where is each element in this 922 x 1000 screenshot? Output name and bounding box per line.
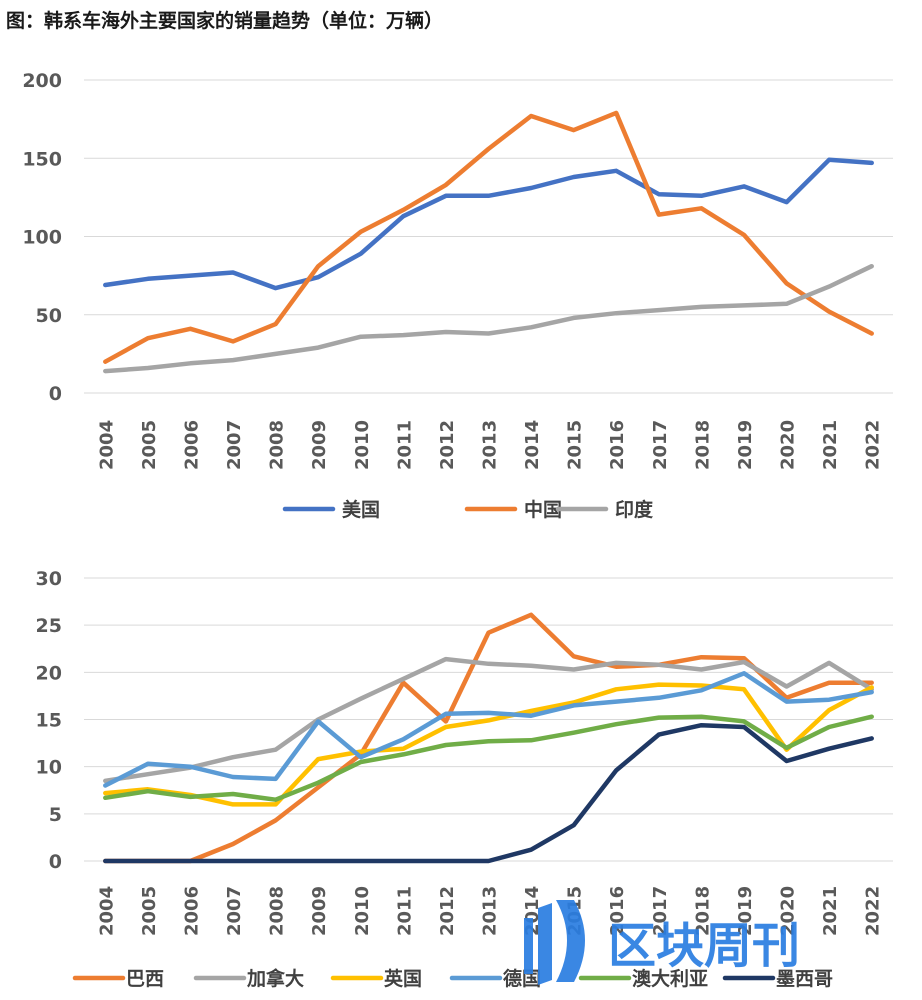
legend-label: 美国 [342, 498, 380, 521]
legend-label: 墨西哥 [776, 968, 833, 990]
x-tick-label: 2007 [224, 886, 245, 936]
x-tick-label: 2019 [735, 886, 756, 936]
x-tick-label: 2020 [778, 886, 799, 936]
legend-label: 英国 [384, 967, 422, 990]
series-line-3 [103, 671, 874, 788]
x-tick-label: 2016 [607, 420, 628, 470]
y-tick-label: 20 [36, 662, 62, 684]
series-line-2 [103, 682, 874, 807]
y-tick-label: 50 [36, 305, 62, 327]
y-tick-label: 100 [22, 227, 62, 249]
series-line-0 [103, 157, 874, 291]
legend-item: 加拿大 [193, 967, 304, 990]
x-tick-label: 2013 [480, 886, 501, 936]
x-tick-label: 2009 [309, 420, 330, 470]
legend-label: 加拿大 [246, 967, 304, 990]
x-tick-label: 2008 [267, 886, 288, 936]
series-line-1 [103, 656, 874, 784]
y-tick-label: 0 [49, 851, 62, 873]
y-tick-label: 5 [49, 804, 62, 826]
legend-label: 印度 [615, 498, 654, 521]
x-tick-label: 2014 [522, 420, 543, 470]
legend-label: 澳大利亚 [632, 967, 708, 990]
legend-item: 美国 [282, 498, 380, 521]
x-tick-label: 2016 [607, 886, 628, 936]
series-line-0 [103, 612, 874, 864]
x-tick-label: 2007 [224, 420, 245, 470]
watermark-logo-icon [524, 900, 585, 985]
y-tick-label: 30 [36, 568, 62, 590]
legend-label: 中国 [524, 498, 562, 521]
legend-item: 巴西 [72, 968, 164, 990]
y-tick-label: 15 [36, 710, 62, 732]
legend-item: 墨西哥 [722, 968, 833, 990]
legend-label: 巴西 [126, 968, 164, 990]
x-tick-label: 2022 [863, 420, 884, 470]
chart-top-global-sales: 0 50 100 150 200 2004 2005 2006 2007 2008 2009 2010… [22, 70, 893, 521]
x-tick-label: 2022 [863, 886, 884, 936]
x-tick-label: 2004 [96, 420, 117, 470]
legend-item: 英国 [330, 967, 422, 990]
series-line-4 [103, 714, 874, 802]
watermark: 区块周刊 [524, 900, 800, 985]
watermark-text: 区块周刊 [608, 918, 800, 974]
x-tick-label: 2021 [820, 420, 841, 470]
legend-item: 澳大利亚 [578, 967, 708, 990]
x-tick-label: 2004 [96, 886, 117, 936]
x-tick-label: 2021 [820, 886, 841, 936]
x-tick-label: 2018 [692, 886, 713, 936]
legend-item: 印度 [555, 498, 654, 521]
series-line-5 [103, 722, 874, 864]
x-tick-label: 2006 [181, 420, 202, 470]
x-tick-label: 2006 [181, 886, 202, 936]
legend-label: 德国 [503, 967, 541, 990]
x-tick-label: 2012 [437, 420, 458, 470]
x-tick-label: 2015 [565, 420, 586, 470]
y-tick-label: 150 [22, 148, 62, 170]
legend-item: 中国 [464, 498, 562, 521]
series-line-1 [103, 110, 874, 364]
x-tick-label: 2017 [650, 420, 671, 470]
chart-bottom-other-countries: 0 5 10 15 20 25 30 2004 2005 2006 2007 2008 2009 2010… [36, 568, 893, 990]
x-tick-label: 2012 [437, 886, 458, 936]
x-tick-label: 2017 [650, 886, 671, 936]
y-tick-label: 25 [36, 615, 62, 637]
x-tick-label: 2010 [352, 886, 373, 936]
y-tick-label: 200 [22, 70, 62, 92]
x-tick-label: 2013 [480, 420, 501, 470]
y-tick-label: 0 [49, 383, 62, 405]
x-tick-label: 2011 [394, 886, 415, 936]
x-tick-label: 2010 [352, 420, 373, 470]
x-tick-label: 2008 [267, 420, 288, 470]
x-tick-label: 2020 [778, 420, 799, 470]
x-tick-label: 2011 [394, 420, 415, 470]
y-tick-label: 10 [36, 757, 62, 779]
x-tick-label: 2009 [309, 886, 330, 936]
x-tick-label: 2005 [139, 420, 160, 470]
figure-title: 图：韩系车海外主要国家的销量趋势（单位：万辆） [6, 10, 444, 32]
x-tick-label: 2005 [139, 886, 160, 936]
x-tick-label: 2019 [735, 420, 756, 470]
x-tick-label: 2018 [692, 420, 713, 470]
series-line-2 [103, 263, 874, 374]
